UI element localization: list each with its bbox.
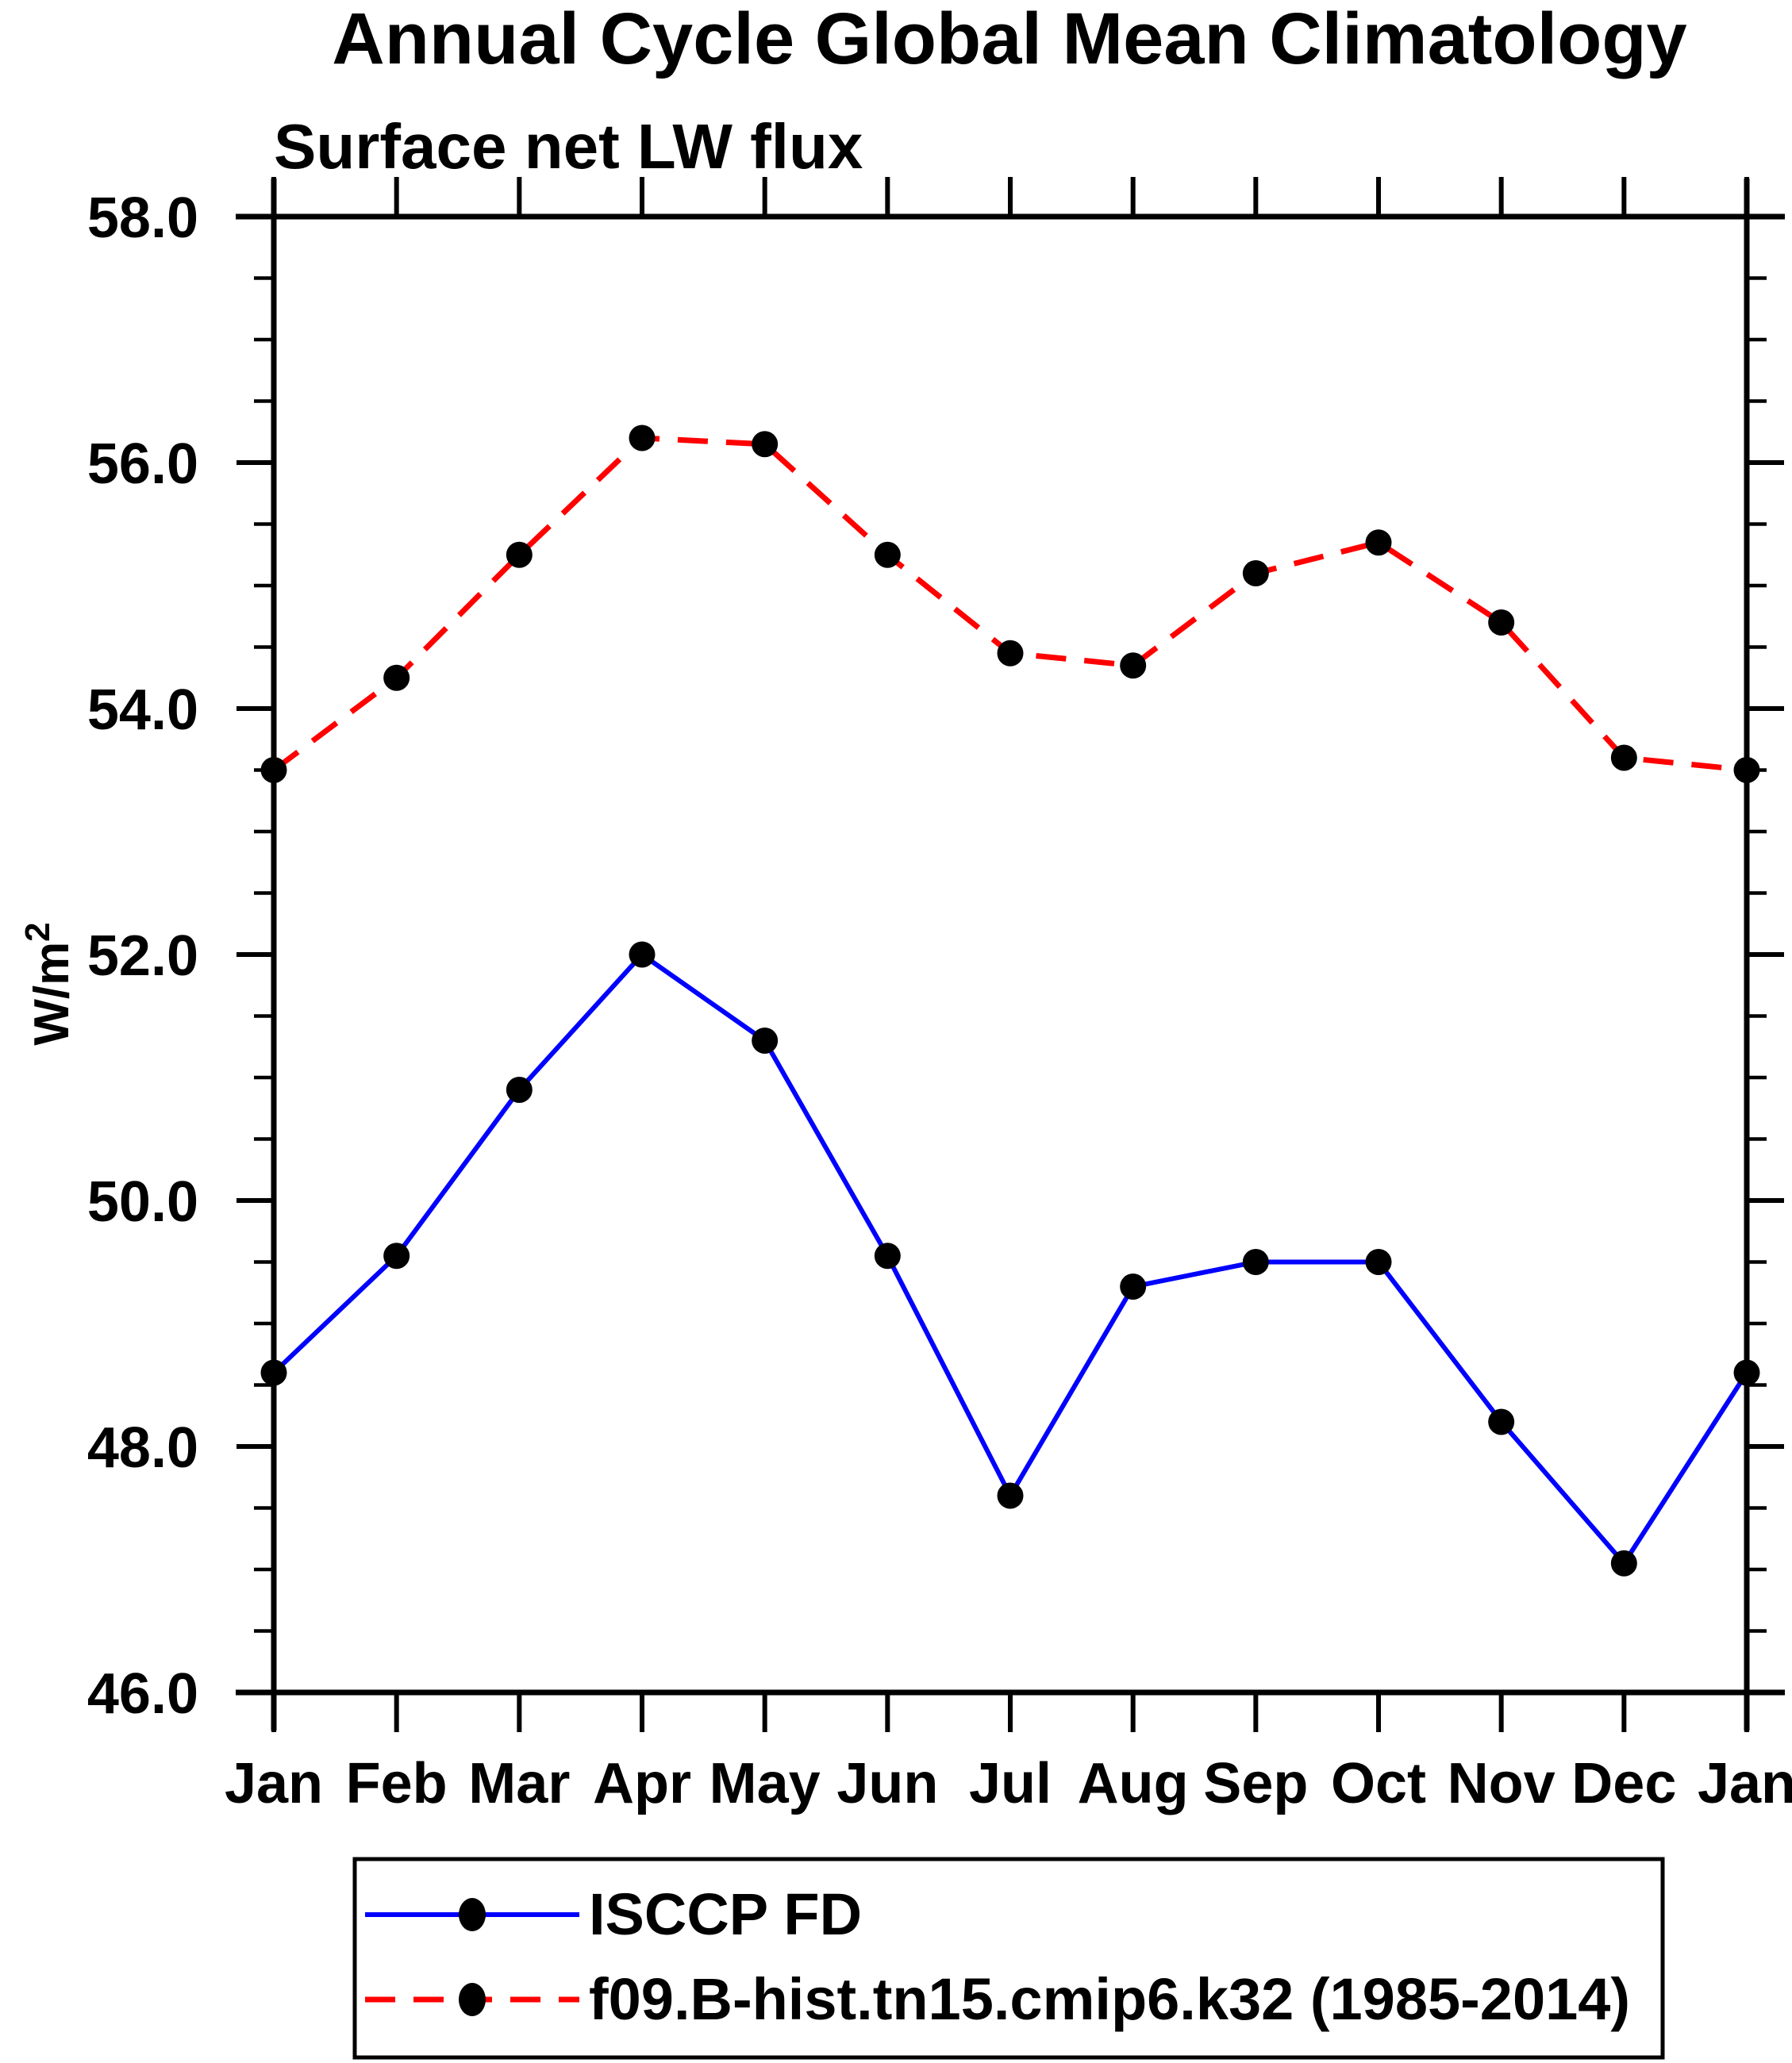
series-line-isccp-fd xyxy=(271,951,1749,1568)
data-point-marker xyxy=(1488,609,1515,636)
x-tick-label: May xyxy=(709,1752,821,1815)
data-point-marker xyxy=(752,1028,779,1054)
x-tick-label: Mar xyxy=(468,1752,570,1815)
data-point-marker xyxy=(1365,529,1392,556)
x-tick-label: Aug xyxy=(1078,1752,1189,1815)
y-axis-title-base: W/m xyxy=(25,942,79,1046)
data-point-marker xyxy=(383,1243,410,1270)
x-tick-label: Jun xyxy=(836,1752,938,1815)
tick-labels-layer: 46.0 48.0 50.0 52.0 54.0 56.0 58.0 Jan Feb Mar Apr… xyxy=(87,186,1792,1815)
data-point-marker xyxy=(1365,1249,1392,1275)
x-tick-label: Jan xyxy=(225,1752,323,1815)
data-point-marker xyxy=(383,664,410,691)
data-point-marker xyxy=(1242,1249,1269,1275)
data-point-marker xyxy=(1120,652,1147,679)
chart-title: Annual Cycle Global Mean Climatology xyxy=(332,0,1686,79)
y-axis-title: W/m2 xyxy=(18,922,79,1045)
legend-sample-marker xyxy=(459,1983,486,2016)
data-point-marker xyxy=(874,541,901,568)
x-tick-label: Jan xyxy=(1698,1752,1792,1815)
data-point-marker xyxy=(1488,1408,1515,1435)
x-tick-label: Dec xyxy=(1571,1752,1676,1815)
y-tick-label: 58.0 xyxy=(87,186,198,250)
data-point-marker xyxy=(997,1482,1024,1509)
data-point-marker xyxy=(260,757,287,783)
data-point-marker xyxy=(752,431,779,458)
x-tick-label: Jul xyxy=(969,1752,1052,1815)
series-line-model-run xyxy=(271,435,1748,773)
y-axis-title-exponent: 2 xyxy=(18,922,57,941)
data-point-marker xyxy=(997,640,1024,667)
y-tick-label: 50.0 xyxy=(87,1170,198,1234)
x-tick-label: Apr xyxy=(593,1752,691,1815)
data-point-marker xyxy=(260,1359,287,1386)
legend-sample-marker xyxy=(459,1898,486,1931)
legend: ISCCP FD f09.B-hist.tn15.cmip6.k32 (1985… xyxy=(352,1857,1665,2060)
x-tick-label: Nov xyxy=(1448,1752,1556,1815)
series-layer xyxy=(260,425,1760,1577)
data-point-marker xyxy=(1120,1274,1147,1300)
legend-box xyxy=(352,1857,1665,2060)
y-tick-label: 54.0 xyxy=(87,678,198,742)
y-tick-label: 52.0 xyxy=(87,924,198,988)
x-tick-label: Oct xyxy=(1331,1752,1426,1815)
y-tick-label: 46.0 xyxy=(87,1662,198,1726)
x-tick-label: Sep xyxy=(1203,1752,1308,1815)
data-point-marker xyxy=(1610,1550,1637,1577)
y-tick-label: 48.0 xyxy=(87,1416,198,1480)
legend-label-model-run: f09.B-hist.tn15.cmip6.k32 (1985-2014) xyxy=(589,1966,1630,2032)
data-point-marker xyxy=(1610,744,1637,771)
data-point-marker xyxy=(506,541,533,568)
data-point-marker xyxy=(629,941,656,968)
legend-samples-layer xyxy=(365,1898,579,2016)
data-point-marker xyxy=(1733,1359,1760,1386)
chart-subtitle: Surface net LW flux xyxy=(274,111,863,182)
x-tick-label: Feb xyxy=(346,1752,448,1815)
y-tick-label: 56.0 xyxy=(87,432,198,496)
data-point-marker xyxy=(629,425,656,451)
data-point-marker xyxy=(506,1077,533,1103)
data-point-marker xyxy=(1242,560,1269,586)
data-point-marker xyxy=(1733,757,1760,783)
legend-label-isccp-fd: ISCCP FD xyxy=(589,1881,862,1947)
axes-layer xyxy=(236,177,1785,1732)
data-point-marker xyxy=(874,1243,901,1270)
